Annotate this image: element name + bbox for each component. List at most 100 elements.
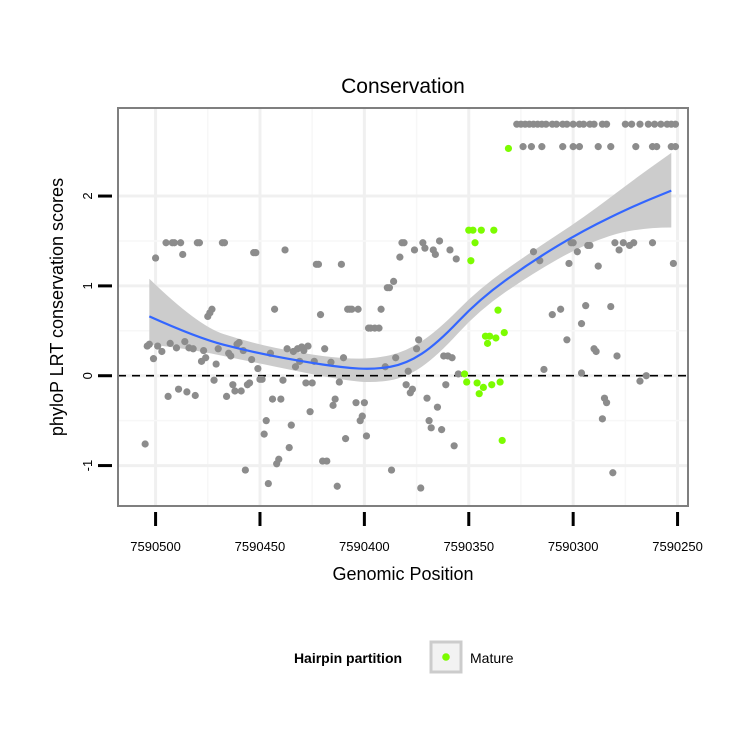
data-point xyxy=(421,244,429,252)
mature-data-point xyxy=(500,329,508,337)
data-point xyxy=(277,395,285,403)
mature-data-point xyxy=(483,339,492,347)
data-point xyxy=(563,336,571,344)
legend-key-box xyxy=(429,640,463,674)
x-axis: 7590500 7590450 7590400 7590350 7590300 75902… xyxy=(130,512,703,554)
data-point xyxy=(158,347,166,356)
data-point xyxy=(575,143,584,151)
data-point xyxy=(598,415,606,423)
data-point xyxy=(527,143,536,151)
data-point xyxy=(559,143,567,151)
data-point xyxy=(435,237,444,245)
data-point xyxy=(162,239,170,247)
data-point xyxy=(304,342,312,350)
data-point xyxy=(220,239,229,247)
data-point xyxy=(594,262,602,270)
chart-title: Conservation xyxy=(341,75,465,98)
data-point xyxy=(400,239,408,247)
data-point xyxy=(195,239,204,247)
data-point xyxy=(609,469,617,477)
data-point xyxy=(412,345,421,353)
plot-panel-background xyxy=(118,108,688,506)
mature-data-point xyxy=(477,226,485,234)
data-point xyxy=(227,352,235,360)
data-point xyxy=(540,365,548,374)
data-point xyxy=(316,311,325,319)
data-point xyxy=(615,246,623,254)
data-point xyxy=(628,120,636,128)
smooth-trend-line xyxy=(148,189,672,370)
y-tick-label: 1 xyxy=(80,282,95,289)
data-point xyxy=(260,430,268,438)
data-point xyxy=(636,120,644,128)
data-point xyxy=(151,254,160,262)
x-axis-label: Genomic Position xyxy=(332,564,473,584)
data-point xyxy=(348,305,356,313)
data-point xyxy=(448,354,456,362)
mature-data-point xyxy=(496,378,504,386)
data-point xyxy=(302,379,310,387)
x-tick-label: 7590250 xyxy=(652,539,703,554)
data-point xyxy=(636,377,644,385)
data-point xyxy=(419,239,427,247)
data-point xyxy=(602,399,611,407)
data-point xyxy=(306,408,314,416)
smooth-trend-layer xyxy=(148,189,672,370)
x-tick-label: 7590450 xyxy=(235,539,286,554)
data-point xyxy=(427,424,435,432)
mature-data-point xyxy=(463,378,471,386)
data-point xyxy=(323,457,331,465)
data-point xyxy=(164,392,172,400)
data-point xyxy=(314,260,323,268)
mature-data-point xyxy=(473,379,481,387)
mature-data-point xyxy=(504,144,513,153)
data-point xyxy=(580,120,588,128)
data-point xyxy=(648,239,657,247)
data-point xyxy=(569,239,577,247)
data-point xyxy=(333,482,341,490)
data-point xyxy=(341,435,350,443)
data-point xyxy=(538,143,546,151)
data-point xyxy=(166,339,174,347)
y-axis: -1 0 1 2 xyxy=(80,192,112,471)
data-point xyxy=(245,379,254,387)
data-point xyxy=(582,302,590,310)
mature-data-point xyxy=(479,383,487,392)
data-point xyxy=(607,143,615,151)
data-point xyxy=(270,305,279,313)
data-point xyxy=(404,367,412,375)
data-point xyxy=(321,345,329,353)
data-point xyxy=(410,246,419,254)
data-point xyxy=(177,239,185,247)
data-point xyxy=(189,345,197,353)
data-point xyxy=(222,392,231,400)
data-point xyxy=(450,442,458,450)
data-point xyxy=(577,320,586,328)
mature-data-point xyxy=(467,257,475,265)
data-point xyxy=(415,336,423,344)
data-point xyxy=(621,120,629,128)
mature-data-point xyxy=(475,390,483,398)
data-point xyxy=(229,381,237,389)
data-point xyxy=(619,239,627,247)
data-point xyxy=(287,421,295,429)
data-point xyxy=(590,120,598,128)
x-tick-label: 7590300 xyxy=(548,539,599,554)
x-tick-label: 7590400 xyxy=(339,539,390,554)
data-point xyxy=(252,249,260,257)
data-point xyxy=(425,417,433,425)
data-point xyxy=(191,391,199,400)
data-point xyxy=(308,379,316,387)
data-point xyxy=(335,378,343,386)
data-point xyxy=(602,120,611,128)
data-point xyxy=(390,277,398,285)
data-point xyxy=(653,143,661,151)
data-point xyxy=(387,466,396,474)
data-point xyxy=(291,363,300,371)
data-point xyxy=(392,354,400,362)
data-point xyxy=(183,388,191,396)
data-point xyxy=(377,305,385,313)
data-point xyxy=(285,444,293,452)
data-point xyxy=(327,358,335,366)
